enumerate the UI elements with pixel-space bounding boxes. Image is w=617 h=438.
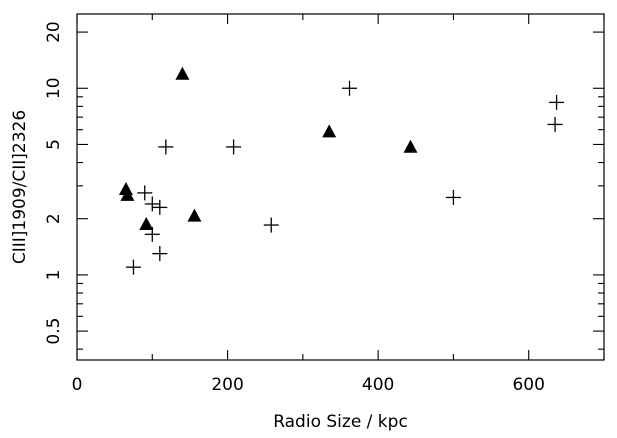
- triangle-point: [187, 208, 202, 222]
- x-tick-label: 400: [362, 375, 394, 395]
- y-tick-label: 0.5: [44, 318, 64, 345]
- plot-frame: [76, 13, 605, 361]
- y-tick-label: 10: [44, 77, 64, 99]
- x-axis-ticks: [76, 14, 605, 360]
- y-axis-ticks: [77, 31, 604, 350]
- triangle-point: [403, 139, 418, 153]
- plus-point: [152, 199, 168, 215]
- x-tick-label: 0: [72, 375, 83, 395]
- triangle-point: [120, 187, 135, 201]
- x-tick-label: 600: [512, 375, 544, 395]
- y-tick-label: 1: [44, 269, 64, 280]
- plus-point: [549, 94, 565, 110]
- plus-point: [144, 196, 160, 212]
- y-axis-title: CIII]1909/CII]2326: [10, 110, 30, 264]
- triangle-point: [175, 66, 190, 80]
- plus-point: [137, 185, 153, 201]
- y-tick-label: 20: [44, 21, 64, 43]
- data-points: [118, 66, 565, 275]
- x-axis-tick-labels: 0 200 400 600: [72, 375, 545, 395]
- plus-point: [144, 226, 160, 242]
- plus-point: [445, 189, 461, 205]
- plus-point: [152, 246, 168, 262]
- plus-point: [342, 80, 358, 96]
- plus-point: [158, 139, 174, 155]
- plus-point: [547, 116, 563, 132]
- x-tick-label: 200: [211, 375, 243, 395]
- x-axis-title: Radio Size / kpc: [273, 412, 408, 432]
- plus-point: [263, 217, 279, 233]
- plus-point: [125, 259, 141, 275]
- y-tick-label: 5: [44, 139, 64, 150]
- plus-point: [226, 139, 242, 155]
- y-tick-label: 2: [44, 213, 64, 224]
- triangle-point: [322, 124, 337, 138]
- y-axis-tick-labels: 0.5 1 2 5 10 20: [44, 21, 64, 344]
- triangle-point: [139, 216, 154, 230]
